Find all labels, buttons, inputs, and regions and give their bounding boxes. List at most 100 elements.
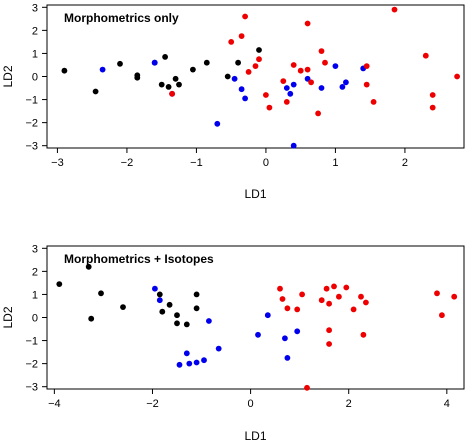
data-point-red xyxy=(422,52,429,59)
data-point-black xyxy=(134,74,141,81)
data-point-black xyxy=(174,312,180,319)
data-point-black xyxy=(162,54,169,60)
data-point-black xyxy=(56,281,63,287)
y-tick-label: 1 xyxy=(32,48,38,60)
data-point-blue xyxy=(264,312,271,319)
data-point-red xyxy=(322,59,328,66)
data-point-blue xyxy=(242,95,249,102)
panel-morphometrics-only: Morphometrics only LD1 LD2 −3 −2 −1 0 1 2 −3 −2… xyxy=(1,2,465,201)
data-point-red xyxy=(280,78,287,84)
data-point-black xyxy=(98,290,104,297)
data-points xyxy=(61,6,460,149)
data-point-red xyxy=(326,300,332,307)
data-point-black xyxy=(183,321,190,328)
data-point-red xyxy=(315,110,321,117)
data-point-red xyxy=(363,299,369,306)
data-point-red xyxy=(343,284,350,291)
data-point-red xyxy=(277,285,283,292)
data-point-blue xyxy=(255,331,261,338)
plot-frame xyxy=(46,4,465,149)
y-tick-label: 1 xyxy=(32,289,38,301)
data-point-black xyxy=(88,315,95,322)
data-point-red xyxy=(323,285,330,292)
data-point-red xyxy=(358,293,364,300)
data-point-red xyxy=(363,81,370,88)
y-tick-label: 0 xyxy=(32,313,38,325)
x-tick-label: 4 xyxy=(444,398,450,410)
y-tick-label: −2 xyxy=(25,118,38,130)
data-point-blue xyxy=(238,86,245,93)
panel-title: Morphometrics only xyxy=(64,11,179,25)
data-point-black xyxy=(159,308,166,315)
data-point-red xyxy=(439,312,445,319)
x-tick-label: 2 xyxy=(402,157,408,169)
data-point-black xyxy=(92,88,99,95)
x-tick-label: −2 xyxy=(146,398,159,410)
data-point-red xyxy=(263,92,269,98)
data-point-blue xyxy=(283,85,290,91)
data-point-red xyxy=(318,297,325,304)
axis-ticks: −4 −2 0 2 4 −3 −2 −1 0 1 2 3 xyxy=(25,243,449,410)
data-point-red xyxy=(252,63,259,69)
data-point-blue xyxy=(339,84,346,90)
y-axis-title: LD2 xyxy=(1,65,15,87)
data-point-blue xyxy=(287,90,294,97)
data-point-red xyxy=(454,73,460,80)
data-point-blue xyxy=(193,359,200,366)
data-point-black xyxy=(85,263,92,270)
data-point-red xyxy=(238,33,245,39)
data-point-blue xyxy=(186,360,193,367)
data-point-red xyxy=(308,79,314,86)
data-point-blue xyxy=(152,285,158,292)
data-point-blue xyxy=(151,59,158,66)
data-point-blue xyxy=(214,120,221,127)
x-axis-title: LD1 xyxy=(244,429,266,443)
data-point-red xyxy=(304,20,311,27)
data-point-red xyxy=(242,13,249,20)
x-axis-title: LD1 xyxy=(244,187,266,201)
data-point-black xyxy=(172,75,179,82)
data-point-blue xyxy=(284,355,291,361)
data-point-blue xyxy=(318,85,325,91)
data-point-black xyxy=(256,47,262,53)
data-point-blue xyxy=(99,66,106,73)
data-point-red xyxy=(266,104,273,111)
data-point-red xyxy=(429,104,436,111)
x-tick-label: −3 xyxy=(51,157,64,169)
data-point-black xyxy=(193,291,200,298)
data-point-red xyxy=(391,6,398,13)
data-point-blue xyxy=(176,361,183,368)
data-point-blue xyxy=(290,142,297,149)
data-point-blue xyxy=(156,297,163,304)
data-point-blue xyxy=(343,79,349,86)
y-tick-label: −3 xyxy=(25,141,38,153)
data-points xyxy=(56,263,458,391)
x-tick-label: 0 xyxy=(248,398,254,410)
data-point-red xyxy=(284,305,291,312)
data-point-red xyxy=(290,62,297,68)
x-tick-label: −1 xyxy=(190,157,203,169)
data-point-black xyxy=(158,81,165,88)
x-tick-label: −2 xyxy=(121,157,134,169)
data-point-red xyxy=(279,296,286,302)
y-tick-label: −2 xyxy=(25,359,38,371)
data-point-black xyxy=(117,60,123,67)
data-point-blue xyxy=(201,357,207,364)
data-point-blue xyxy=(206,318,212,324)
y-tick-label: −3 xyxy=(25,382,38,394)
data-point-black xyxy=(235,59,242,66)
data-point-red xyxy=(283,99,290,105)
y-axis-title: LD2 xyxy=(1,306,15,328)
data-point-blue xyxy=(282,335,288,342)
data-point-black xyxy=(61,67,68,74)
data-point-red xyxy=(304,66,311,73)
data-point-red xyxy=(318,48,325,54)
x-tick-label: −4 xyxy=(48,398,61,410)
data-point-blue xyxy=(215,345,222,352)
data-point-red xyxy=(297,67,304,74)
data-point-red xyxy=(245,69,252,75)
y-tick-label: 3 xyxy=(32,2,38,14)
data-point-red xyxy=(326,341,332,347)
data-point-red xyxy=(169,90,176,97)
